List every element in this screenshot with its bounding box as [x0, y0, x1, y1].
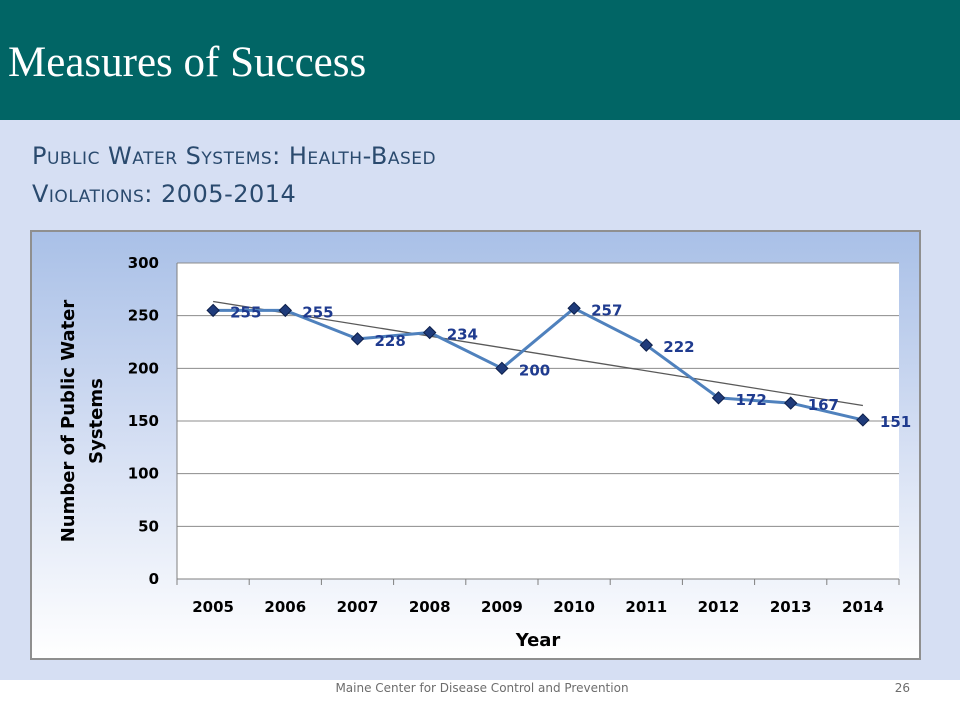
- x-tick-label: 2006: [264, 598, 306, 616]
- chart-heading: Public Water Systems: Health-Based Viola…: [32, 137, 832, 213]
- data-point: [856, 413, 870, 427]
- data-label: 234: [447, 326, 478, 344]
- data-label: 228: [375, 332, 406, 350]
- data-point: [495, 361, 509, 376]
- y-tick-label: 100: [128, 465, 159, 483]
- data-label: 255: [302, 303, 333, 321]
- x-tick-label: 2011: [625, 598, 667, 616]
- x-tick-label: 2005: [192, 598, 234, 616]
- trendline: [212, 300, 864, 407]
- data-point: [783, 396, 798, 410]
- series-line: [213, 306, 864, 422]
- data-label: 172: [736, 391, 767, 409]
- data-label: 167: [808, 396, 839, 414]
- slide-header: Measures of Success: [0, 0, 960, 120]
- data-point: [567, 301, 581, 316]
- data-label: 257: [591, 301, 622, 319]
- x-tick-label: 2010: [553, 598, 595, 616]
- x-tick-label: 2012: [698, 598, 740, 616]
- y-axis-title-line: Number of Public Water: [58, 300, 79, 543]
- data-point: [350, 332, 365, 346]
- x-tick-label: 2013: [770, 598, 812, 616]
- chart-heading-line-2: Violations: 2005-2014: [32, 180, 297, 208]
- y-tick-label: 150: [128, 412, 159, 430]
- page-number: 26: [894, 681, 910, 695]
- data-label: 222: [663, 338, 694, 356]
- y-axis-title-line: Systems: [86, 378, 107, 464]
- x-axis-title: Year: [515, 630, 561, 651]
- data-label: 255: [230, 303, 261, 321]
- y-tick-label: 250: [128, 307, 159, 325]
- footer-organization: Maine Center for Disease Control and Pre…: [335, 681, 629, 695]
- data-point: [639, 338, 654, 352]
- data-point: [422, 325, 437, 340]
- y-tick-label: 0: [149, 570, 159, 588]
- data-point: [711, 391, 726, 405]
- x-tick-label: 2009: [481, 598, 523, 616]
- data-label: 151: [880, 413, 911, 431]
- y-tick-label: 300: [128, 254, 159, 272]
- data-point: [206, 303, 220, 318]
- data-label: 200: [519, 361, 550, 379]
- slide-title: Measures of Success: [8, 39, 367, 86]
- data-point: [278, 303, 293, 318]
- x-tick-label: 2007: [337, 598, 379, 616]
- chart-heading-line-1: Public Water Systems: Health-Based: [32, 142, 437, 170]
- y-tick-label: 50: [138, 517, 159, 535]
- x-tick-label: 2008: [409, 598, 451, 616]
- x-tick-label: 2014: [842, 598, 884, 616]
- y-tick-label: 200: [128, 359, 159, 377]
